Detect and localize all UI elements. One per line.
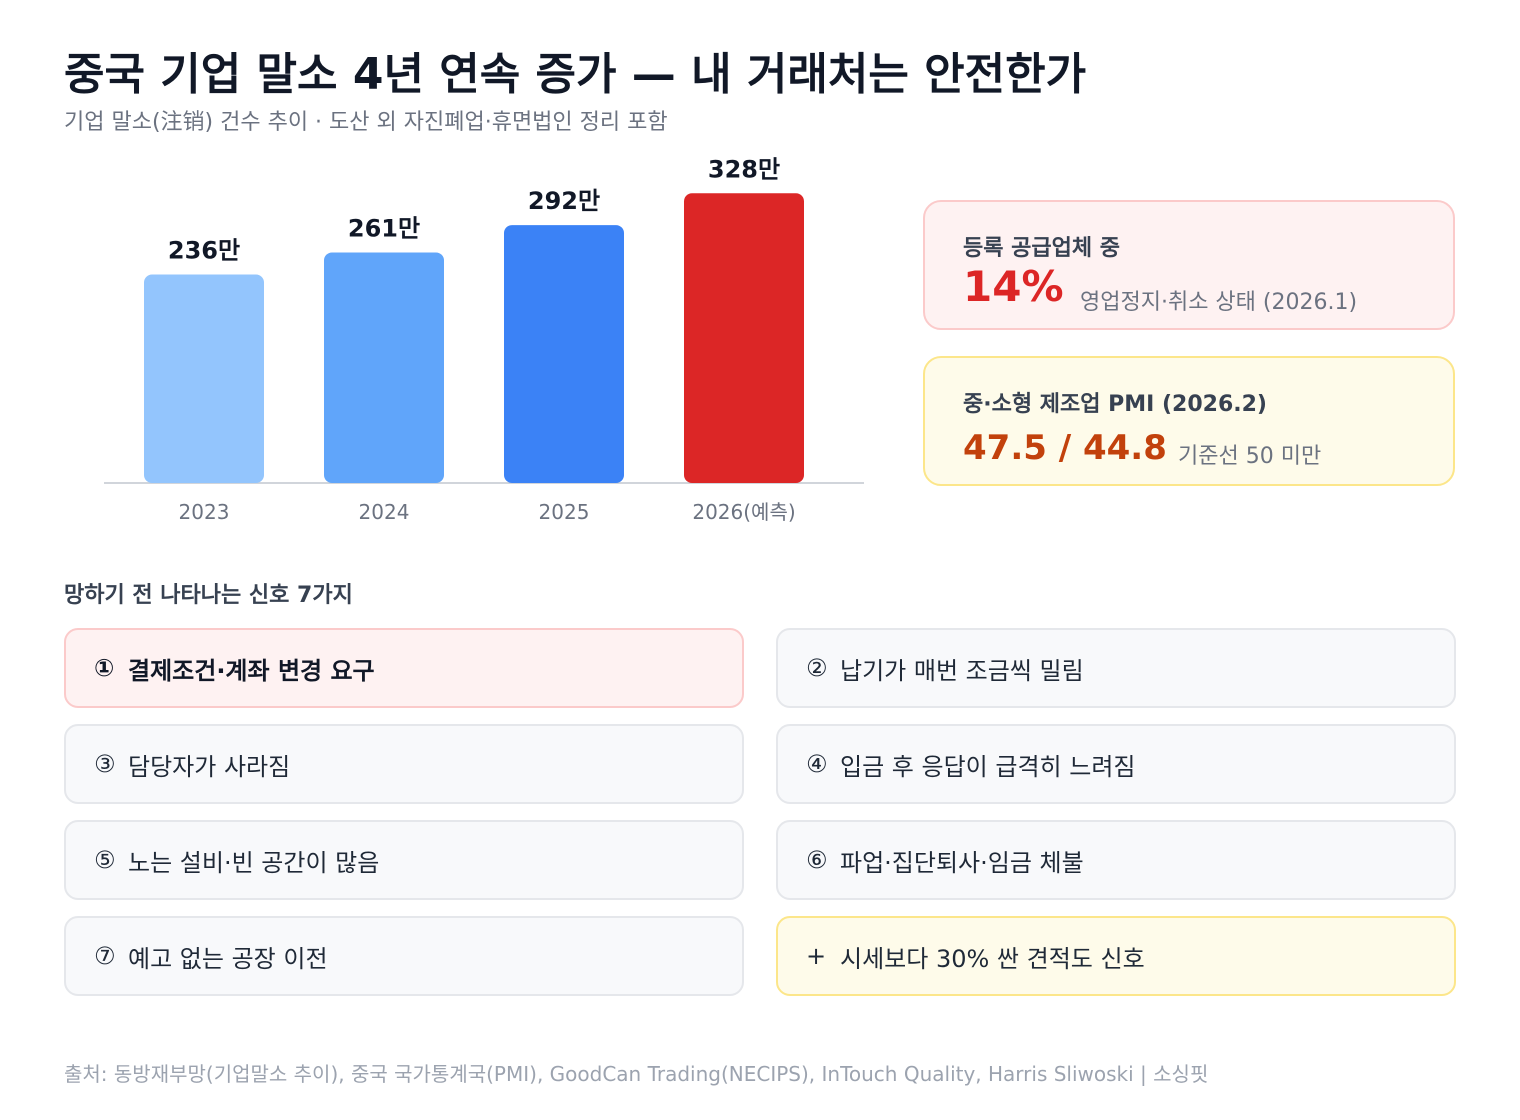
- signal-item-1: ① 결제조건·계좌 변경 요구: [64, 628, 744, 708]
- signal-text: 결제조건·계좌 변경 요구: [128, 656, 375, 685]
- signal-number: ⑥: [806, 846, 828, 874]
- signal-number: ⑤: [94, 846, 116, 874]
- signal-number: ④: [806, 750, 828, 778]
- x-tick-label: 2025: [539, 500, 590, 524]
- pmi-card: 중·소형 제조업 PMI (2026.2) 47.5 / 44.8 기준선 50…: [923, 356, 1455, 486]
- supplier-status-card: 등록 공급업체 중 14% 영업정지·취소 상태 (2026.1): [923, 200, 1455, 330]
- supplier-status-label: 등록 공급업체 중: [963, 236, 1120, 261]
- signals-heading: 망하기 전 나타나는 신호 7가지: [64, 583, 353, 608]
- supplier-status-value: 14%: [963, 262, 1064, 311]
- source-footnote: 출처: 동방재부망(기업말소 추이), 중국 국가통계국(PMI), GoodC…: [64, 1062, 1209, 1086]
- page-subtitle: 기업 말소(注销) 건수 추이 · 도산 외 자진폐업·휴면법인 정리 포함: [64, 110, 668, 135]
- signal-text: 입금 후 응답이 급격히 느려짐: [840, 752, 1136, 781]
- signal-item-3: ③ 담당자가 사라짐: [64, 724, 744, 804]
- bar-chart-svg: 236만 2023 261만 2024 292만 2025 328만 2026(예측): [104, 155, 864, 524]
- signal-item-4: ④ 입금 후 응답이 급격히 느려짐: [776, 724, 1456, 804]
- bar-value-label: 236만: [168, 237, 240, 265]
- signal-item-2: ② 납기가 매번 조금씩 밀림: [776, 628, 1456, 708]
- signal-text: 파업·집단퇴사·임금 체불: [840, 848, 1084, 877]
- bar-value-label: 261만: [348, 214, 420, 242]
- page-title: 중국 기업 말소 4년 연속 증가 — 내 거래처는 안전한가: [64, 49, 1087, 100]
- bar-value-label: 328만: [708, 155, 780, 183]
- signal-item-5: ⑤ 노는 설비·빈 공간이 많음: [64, 820, 744, 900]
- deregistration-bar-chart: 236만 2023 261만 2024 292만 2025 328만 2026(예측): [96, 140, 876, 540]
- signal-item-7: ⑦ 예고 없는 공장 이전: [64, 916, 744, 996]
- pmi-value: 47.5 / 44.8: [963, 428, 1167, 468]
- bar-2026(예측): [684, 193, 804, 483]
- supplier-status-note: 영업정지·취소 상태 (2026.1): [1080, 290, 1358, 315]
- signal-text: 예고 없는 공장 이전: [128, 944, 328, 973]
- bar-2023: [144, 274, 264, 483]
- x-tick-label: 2023: [179, 500, 230, 524]
- x-tick-label: 2026(예측): [692, 500, 795, 524]
- bar-2025: [504, 225, 624, 484]
- plus-icon: +: [806, 942, 827, 970]
- signal-text: 납기가 매번 조금씩 밀림: [840, 656, 1084, 685]
- signal-text: 담당자가 사라짐: [128, 752, 291, 781]
- signal-number: ⑦: [94, 942, 116, 970]
- bar-value-label: 292만: [528, 187, 600, 215]
- signal-item-extra: + 시세보다 30% 싼 견적도 신호: [776, 916, 1456, 996]
- signal-text: 시세보다 30% 싼 견적도 신호: [840, 944, 1145, 973]
- signal-number: ③: [94, 750, 116, 778]
- signal-number: ①: [94, 654, 115, 682]
- x-tick-label: 2024: [359, 500, 410, 524]
- signal-text: 노는 설비·빈 공간이 많음: [128, 848, 380, 877]
- signal-item-6: ⑥ 파업·집단퇴사·임금 체불: [776, 820, 1456, 900]
- pmi-label: 중·소형 제조업 PMI (2026.2): [963, 392, 1267, 417]
- pmi-note: 기준선 50 미만: [1178, 444, 1322, 469]
- bar-2024: [324, 252, 444, 483]
- signal-number: ②: [806, 654, 828, 682]
